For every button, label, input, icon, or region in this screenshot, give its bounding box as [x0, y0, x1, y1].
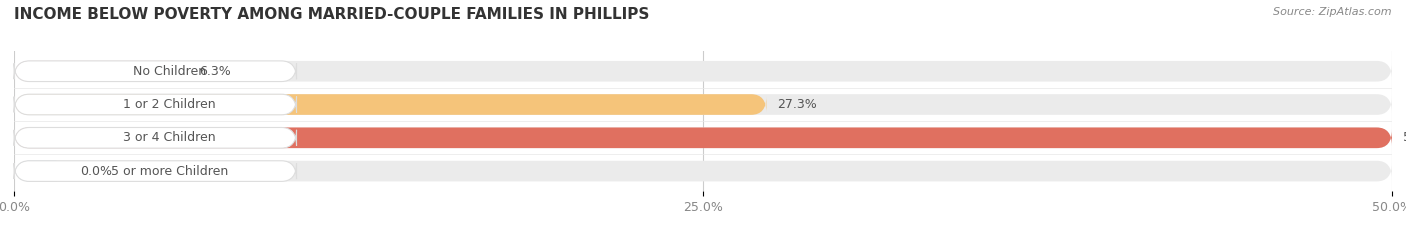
FancyBboxPatch shape [14, 127, 297, 148]
FancyBboxPatch shape [14, 61, 1392, 82]
FancyBboxPatch shape [14, 94, 1392, 115]
Text: 27.3%: 27.3% [778, 98, 817, 111]
Text: INCOME BELOW POVERTY AMONG MARRIED-COUPLE FAMILIES IN PHILLIPS: INCOME BELOW POVERTY AMONG MARRIED-COUPL… [14, 7, 650, 22]
Text: 5 or more Children: 5 or more Children [111, 164, 228, 178]
FancyBboxPatch shape [14, 127, 1392, 148]
Text: 6.3%: 6.3% [198, 65, 231, 78]
FancyBboxPatch shape [14, 61, 297, 82]
Text: 3 or 4 Children: 3 or 4 Children [124, 131, 215, 144]
Text: 50.0%: 50.0% [1403, 131, 1406, 144]
Text: Source: ZipAtlas.com: Source: ZipAtlas.com [1274, 7, 1392, 17]
FancyBboxPatch shape [14, 161, 297, 182]
FancyBboxPatch shape [14, 94, 766, 115]
Text: 0.0%: 0.0% [80, 164, 112, 178]
Text: No Children: No Children [132, 65, 205, 78]
FancyBboxPatch shape [14, 127, 1392, 148]
FancyBboxPatch shape [14, 94, 297, 115]
FancyBboxPatch shape [14, 161, 1392, 182]
Text: 1 or 2 Children: 1 or 2 Children [124, 98, 215, 111]
FancyBboxPatch shape [14, 61, 187, 82]
FancyBboxPatch shape [14, 161, 69, 182]
